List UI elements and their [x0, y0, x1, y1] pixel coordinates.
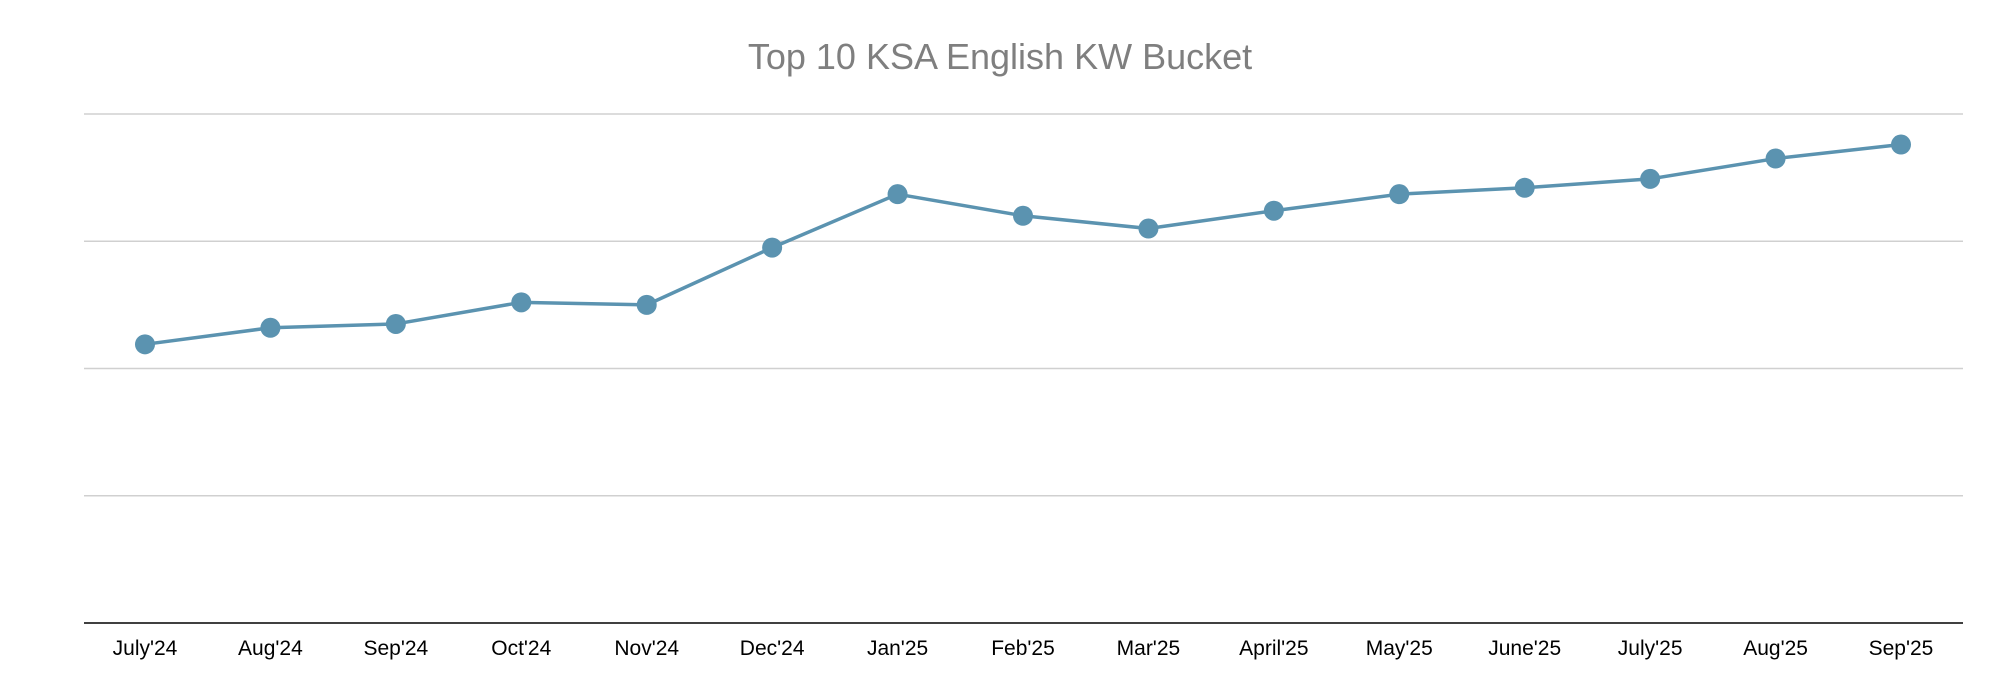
x-tick-label: Aug'25 [1743, 637, 1808, 660]
data-point [1891, 134, 1911, 155]
data-points [135, 134, 1911, 355]
x-tick-label: June'25 [1488, 637, 1561, 660]
data-point [636, 294, 657, 315]
data-point [511, 292, 532, 313]
x-tick-label: Nov'24 [614, 637, 679, 660]
data-point [762, 237, 783, 258]
data-point [887, 184, 908, 205]
data-point [260, 317, 281, 338]
data-point [1013, 205, 1033, 226]
x-tick-label: Sep'25 [1869, 637, 1934, 660]
gridlines [84, 113, 1963, 624]
chart-title: Top 10 KSA English KW Bucket [748, 36, 1252, 77]
x-tick-label: July'25 [1618, 637, 1683, 660]
x-tick-label: Feb'25 [991, 637, 1055, 660]
data-point [1765, 148, 1786, 169]
x-tick-label: Jan'25 [867, 637, 928, 660]
x-axis-ticks: July'24 Aug'24 Sep'24 Oct'24 Nov'24 Dec'24 Jan… [113, 637, 1934, 660]
x-tick-label: Mar'25 [1117, 637, 1181, 660]
x-tick-label: April'25 [1239, 637, 1308, 660]
data-point [1138, 218, 1159, 239]
series-line [144, 142, 1902, 347]
data-point [385, 313, 406, 334]
x-tick-label: July'24 [113, 637, 178, 660]
series-line-layer [144, 142, 1902, 347]
x-tick-label: Dec'24 [740, 637, 805, 660]
data-point [1640, 168, 1661, 189]
x-tick-label: Sep'24 [363, 637, 428, 660]
data-point [135, 334, 155, 355]
x-tick-label: Oct'24 [491, 637, 551, 660]
x-tick-label: May'25 [1366, 637, 1433, 660]
data-point [1514, 177, 1535, 198]
x-tick-label: Aug'24 [238, 637, 303, 660]
data-point [1263, 200, 1284, 221]
data-point [1389, 184, 1410, 205]
